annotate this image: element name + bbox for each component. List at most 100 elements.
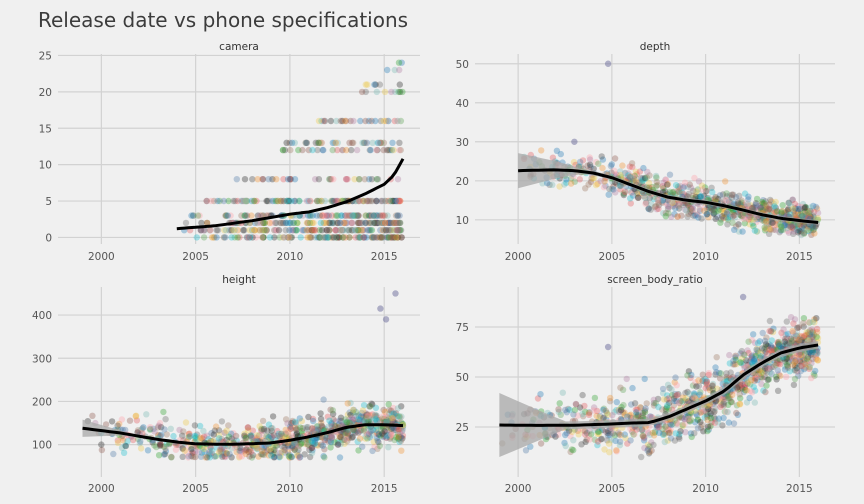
data-point xyxy=(305,438,312,446)
data-point xyxy=(557,411,564,418)
data-point xyxy=(691,430,698,437)
data-point xyxy=(327,438,335,446)
data-point xyxy=(682,389,689,397)
data-point xyxy=(799,200,807,208)
data-point xyxy=(665,395,672,402)
data-point xyxy=(646,194,653,202)
data-point xyxy=(664,437,671,444)
data-point xyxy=(244,234,251,241)
data-point xyxy=(775,342,783,350)
data-point xyxy=(309,227,316,234)
data-point xyxy=(275,227,283,234)
data-point xyxy=(649,184,656,191)
data-point xyxy=(386,197,394,205)
data-point xyxy=(381,219,389,227)
data-point xyxy=(737,212,745,220)
y-tick-label: 25 xyxy=(456,422,469,434)
data-point xyxy=(741,384,749,391)
data-point xyxy=(678,212,685,219)
data-point xyxy=(779,202,786,209)
data-point xyxy=(284,197,291,205)
data-point xyxy=(389,416,396,423)
data-point xyxy=(384,66,391,74)
panel-title: screen_body_ratio xyxy=(607,274,703,286)
data-point xyxy=(334,234,342,241)
data-point xyxy=(248,197,255,205)
data-point xyxy=(737,201,744,209)
data-point xyxy=(370,438,377,445)
data-point xyxy=(795,356,803,363)
data-point xyxy=(718,401,725,409)
data-point xyxy=(770,325,777,332)
data-point xyxy=(739,293,747,301)
data-point xyxy=(686,204,694,211)
data-point xyxy=(786,340,793,348)
data-point xyxy=(616,438,624,445)
data-point xyxy=(723,197,730,204)
data-point xyxy=(797,359,804,366)
data-point xyxy=(378,234,385,241)
data-point xyxy=(315,442,322,449)
data-point xyxy=(587,178,595,186)
data-point xyxy=(794,368,801,375)
data-point xyxy=(775,341,783,348)
data-point xyxy=(389,417,397,424)
data-point xyxy=(762,348,769,356)
data-point xyxy=(132,413,139,420)
data-point xyxy=(273,219,280,227)
data-point xyxy=(617,186,624,193)
data-point xyxy=(365,418,373,425)
data-point xyxy=(757,215,764,223)
data-point xyxy=(260,219,267,227)
data-point xyxy=(199,435,206,442)
data-point xyxy=(203,197,210,205)
data-point xyxy=(724,377,731,384)
data-point xyxy=(137,438,144,445)
data-point xyxy=(132,412,140,419)
data-point xyxy=(282,219,289,227)
data-point xyxy=(697,193,704,201)
data-point xyxy=(740,215,747,222)
data-point xyxy=(805,358,812,365)
data-point xyxy=(685,412,692,419)
data-point xyxy=(702,375,709,383)
data-point xyxy=(809,333,816,340)
data-point xyxy=(286,176,294,183)
data-point xyxy=(701,192,708,199)
data-point xyxy=(337,227,344,234)
data-point xyxy=(394,212,402,219)
data-point xyxy=(562,406,569,414)
data-point xyxy=(398,413,405,420)
data-point xyxy=(739,228,746,235)
data-point xyxy=(711,195,718,203)
data-point xyxy=(291,197,298,205)
data-point xyxy=(593,407,601,415)
data-point xyxy=(752,351,759,358)
data-point xyxy=(669,420,677,427)
data-point xyxy=(661,431,668,438)
data-point xyxy=(366,411,373,418)
data-point xyxy=(709,400,717,407)
data-point xyxy=(395,433,403,440)
data-point xyxy=(369,212,376,219)
data-point xyxy=(810,331,818,338)
data-point xyxy=(753,345,761,352)
data-point xyxy=(246,234,253,241)
data-point xyxy=(791,200,799,208)
data-point xyxy=(694,416,701,424)
data-point xyxy=(793,357,801,364)
data-point xyxy=(746,358,753,366)
data-point xyxy=(265,433,272,441)
data-point xyxy=(607,436,615,444)
data-point xyxy=(664,402,671,409)
data-point xyxy=(621,409,628,416)
data-point xyxy=(281,146,289,154)
data-point xyxy=(328,419,335,427)
data-point xyxy=(365,176,373,183)
data-point xyxy=(764,364,771,372)
data-point xyxy=(751,227,759,234)
data-point xyxy=(600,406,607,414)
data-point xyxy=(795,363,803,371)
data-point xyxy=(712,193,719,201)
data-point xyxy=(727,398,735,406)
